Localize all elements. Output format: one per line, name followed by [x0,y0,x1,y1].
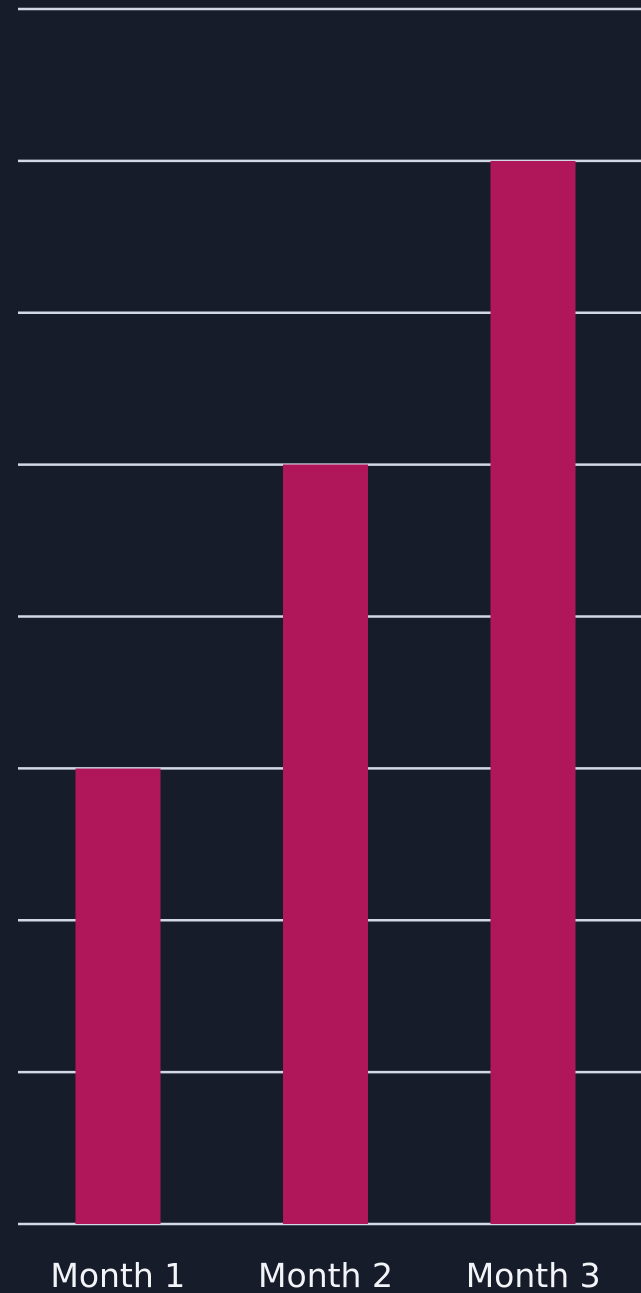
bar-1 [75,768,161,1224]
x-tick-label-1: Month 1 [50,1256,185,1293]
bar-2 [283,464,368,1224]
bar-3 [490,160,576,1224]
x-tick-label-3: Month 3 [466,1256,601,1293]
bars [75,160,576,1224]
x-axis-tick-labels: Month 1 Month 2 Month 3 [50,1256,600,1293]
x-tick-label-2: Month 2 [258,1256,393,1293]
